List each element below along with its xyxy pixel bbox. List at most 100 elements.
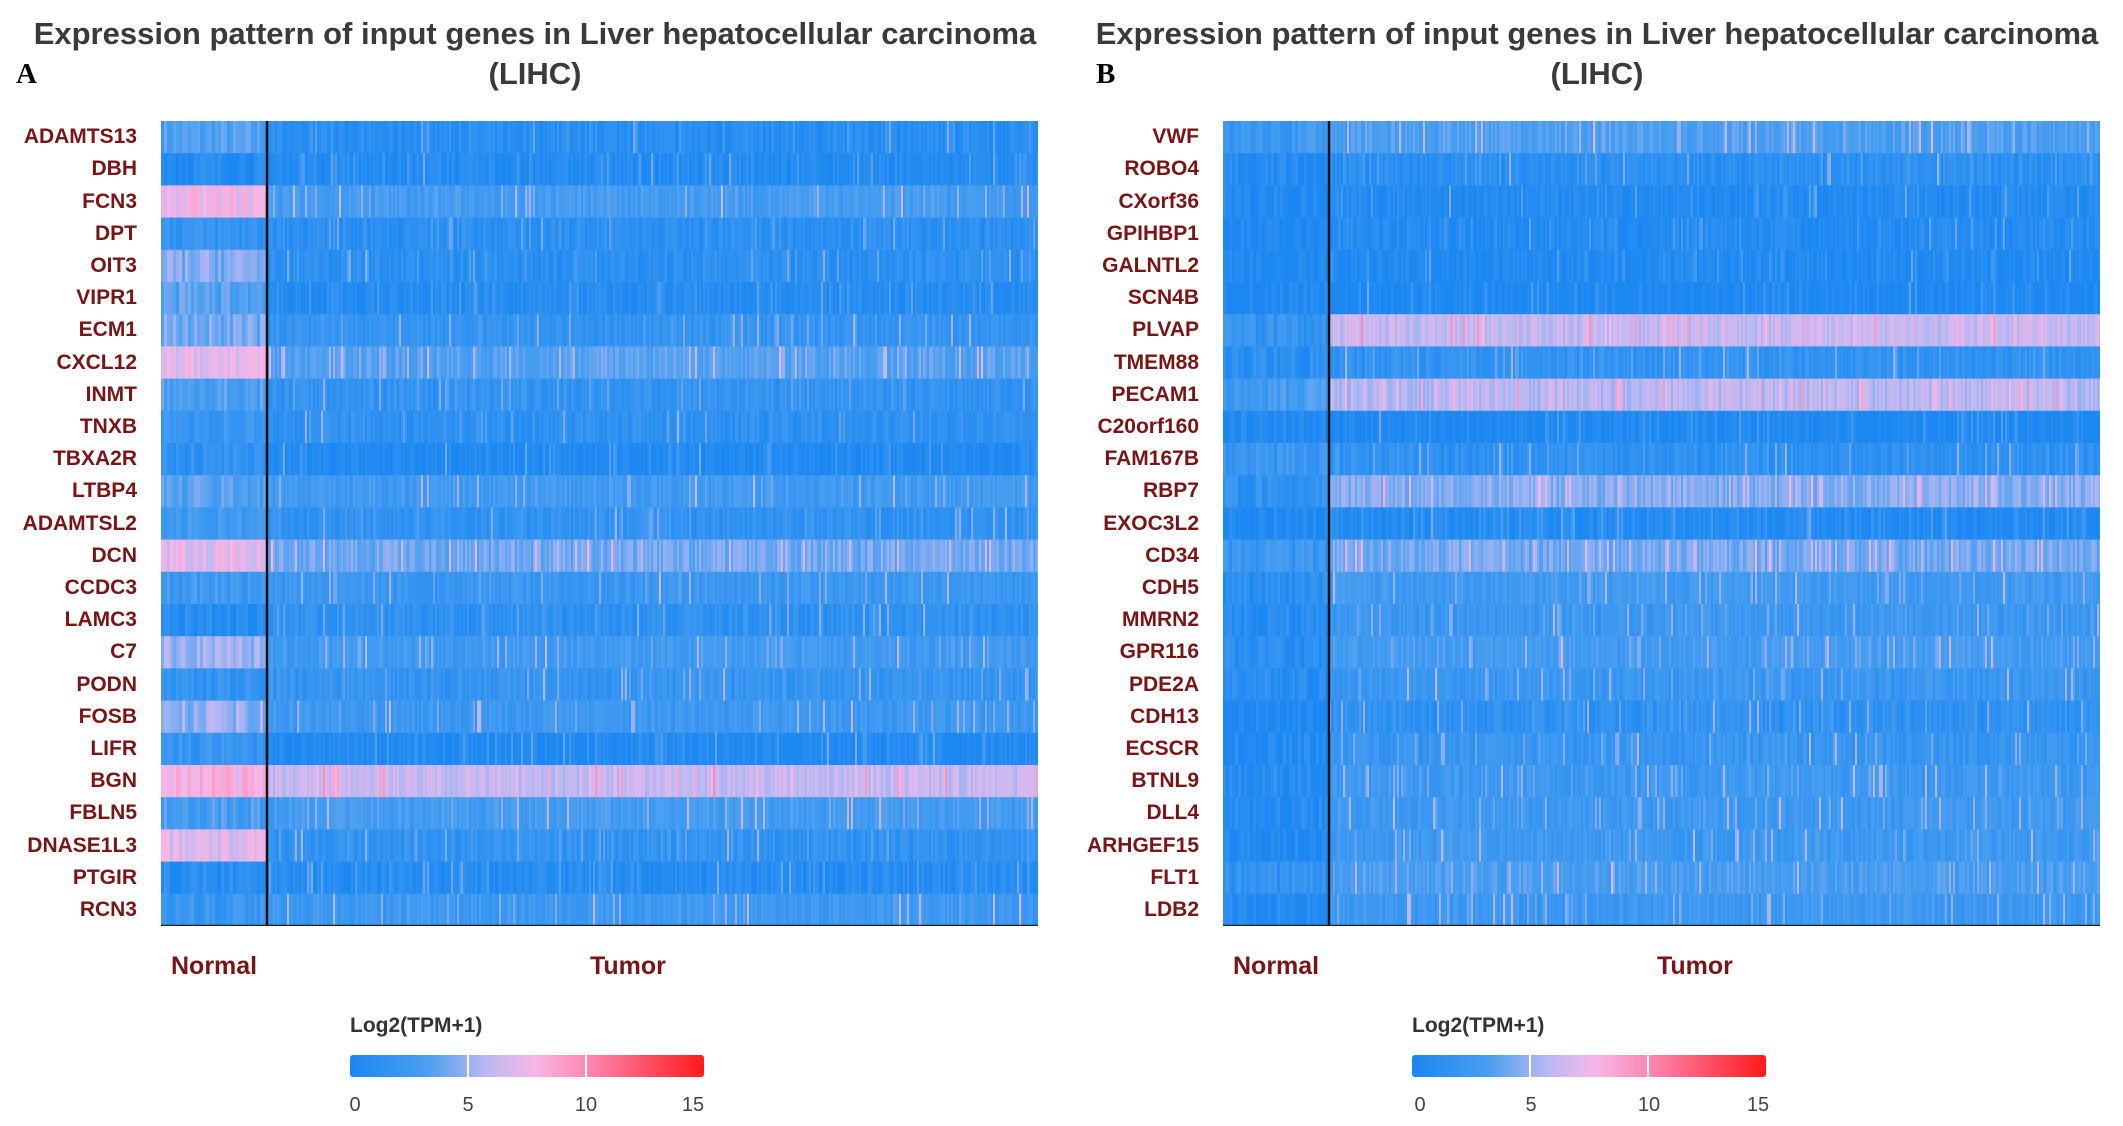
heatmap-cell-tumor <box>479 314 482 347</box>
heatmap-cell-tumor <box>321 249 324 283</box>
heatmap-cell-tumor <box>649 410 652 444</box>
heatmap-cell-tumor <box>577 346 580 379</box>
heatmap-cell-tumor <box>557 378 560 412</box>
heatmap-cell-tumor <box>793 475 796 508</box>
heatmap-cell-tumor <box>717 410 720 444</box>
heatmap-cell-tumor <box>393 185 396 218</box>
heatmap-cell-tumor <box>491 249 494 283</box>
heatmap-cell-tumor <box>889 378 892 412</box>
heatmap-cell-tumor <box>515 217 518 251</box>
heatmap-cell-tumor <box>523 282 526 315</box>
heatmap-cell-tumor <box>641 314 644 347</box>
heatmap-cell-tumor <box>469 314 472 347</box>
heatmap-cell-tumor <box>455 282 458 315</box>
heatmap-cell-tumor <box>777 314 780 347</box>
heatmap-cell-tumor <box>573 217 576 251</box>
heatmap-cell-tumor <box>973 121 976 154</box>
heatmap-cell-tumor <box>989 282 992 315</box>
heatmap-cell-normal <box>245 378 249 412</box>
heatmap-cell-tumor <box>671 410 674 444</box>
heatmap-cell-normal <box>233 121 237 154</box>
heatmap-cell-tumor <box>649 443 652 476</box>
heatmap-cell-tumor <box>737 314 740 347</box>
heatmap-cell-tumor <box>945 185 948 218</box>
heatmap-cell-tumor <box>385 153 388 186</box>
heatmap-cell-tumor <box>925 153 928 186</box>
heatmap-cell-tumor <box>413 121 416 154</box>
heatmap-cell-tumor <box>817 346 820 379</box>
heatmap-cell-tumor <box>359 185 362 218</box>
heatmap-cell-tumor <box>879 443 882 476</box>
heatmap-cell-tumor <box>933 410 936 444</box>
heatmap-cell-tumor <box>403 153 406 186</box>
heatmap-cell-tumor <box>305 282 308 315</box>
heatmap-cell-normal <box>254 475 258 508</box>
heatmap-cell-tumor <box>675 282 678 315</box>
heatmap-cell-tumor <box>541 282 544 315</box>
heatmap-cell-tumor <box>765 249 768 283</box>
heatmap-cell-tumor <box>849 121 852 154</box>
heatmap-cell-tumor <box>545 121 548 154</box>
heatmap-cell-tumor <box>845 378 848 412</box>
heatmap-cell-tumor <box>557 217 560 251</box>
heatmap-cell-tumor <box>569 121 572 154</box>
heatmap-cell-tumor <box>697 346 700 379</box>
heatmap-cell-tumor <box>631 443 634 476</box>
heatmap-cell-tumor <box>301 121 304 154</box>
heatmap-cell-tumor <box>415 153 418 186</box>
heatmap-cell-tumor <box>1019 282 1022 315</box>
heatmap-cell-tumor <box>945 249 948 283</box>
heatmap-cell-tumor <box>933 153 936 186</box>
heatmap-cell-tumor <box>707 314 710 347</box>
heatmap-cell-tumor <box>571 475 574 508</box>
heatmap-cell-tumor <box>853 378 856 412</box>
heatmap-cell-tumor <box>585 475 588 508</box>
heatmap-cell-tumor <box>425 217 428 251</box>
heatmap-cell-tumor <box>939 282 942 315</box>
heatmap-cell-tumor <box>703 443 706 476</box>
heatmap-cell-tumor <box>427 314 430 347</box>
heatmap-cell-tumor <box>987 314 990 347</box>
heatmap-cell-tumor <box>689 378 692 412</box>
heatmap-cell-tumor <box>773 282 776 315</box>
heatmap-cell-tumor <box>403 378 406 412</box>
heatmap-cell-tumor <box>289 443 292 476</box>
heatmap-cell-tumor <box>989 217 992 251</box>
heatmap-cell-tumor <box>901 314 904 347</box>
heatmap-cell-tumor <box>605 378 608 412</box>
heatmap-cell-tumor <box>793 121 796 154</box>
heatmap-cell-tumor <box>353 443 356 476</box>
heatmap-cell-tumor <box>291 475 294 508</box>
heatmap-cell-tumor <box>645 217 648 251</box>
heatmap-cell-tumor <box>379 249 382 283</box>
heatmap-cell-tumor <box>617 217 620 251</box>
heatmap-cell-tumor <box>323 346 326 379</box>
heatmap-cell-tumor <box>913 410 916 444</box>
heatmap-cell-tumor <box>679 346 682 379</box>
heatmap-cell-tumor <box>383 475 386 508</box>
heatmap-cell-tumor <box>851 378 854 412</box>
heatmap-cell-tumor <box>807 314 810 347</box>
heatmap-cell-tumor <box>839 185 842 218</box>
heatmap-cell-tumor <box>399 153 402 186</box>
heatmap-cell-tumor <box>311 475 314 508</box>
heatmap-cell-normal <box>230 314 234 347</box>
heatmap-cell-tumor <box>311 249 314 283</box>
heatmap-cell-tumor <box>1007 217 1010 251</box>
heatmap-cell-tumor <box>373 410 376 444</box>
heatmap-cell-tumor <box>1019 346 1022 379</box>
heatmap-cell-tumor <box>449 410 452 444</box>
heatmap-cell-tumor <box>681 314 684 347</box>
heatmap-cell-tumor <box>539 346 542 379</box>
heatmap-cell-tumor <box>935 410 938 444</box>
heatmap-cell-tumor <box>427 249 430 283</box>
heatmap-cell-tumor <box>635 378 638 412</box>
heatmap-cell-tumor <box>331 410 334 444</box>
heatmap-cell-tumor <box>541 249 544 283</box>
heatmap-cell-tumor <box>711 249 714 283</box>
heatmap-cell-tumor <box>1001 346 1004 379</box>
heatmap-cell-tumor <box>1035 185 1038 218</box>
heatmap-cell-tumor <box>279 217 282 251</box>
heatmap-cell-tumor <box>943 346 946 379</box>
heatmap-cell-tumor <box>733 410 736 444</box>
